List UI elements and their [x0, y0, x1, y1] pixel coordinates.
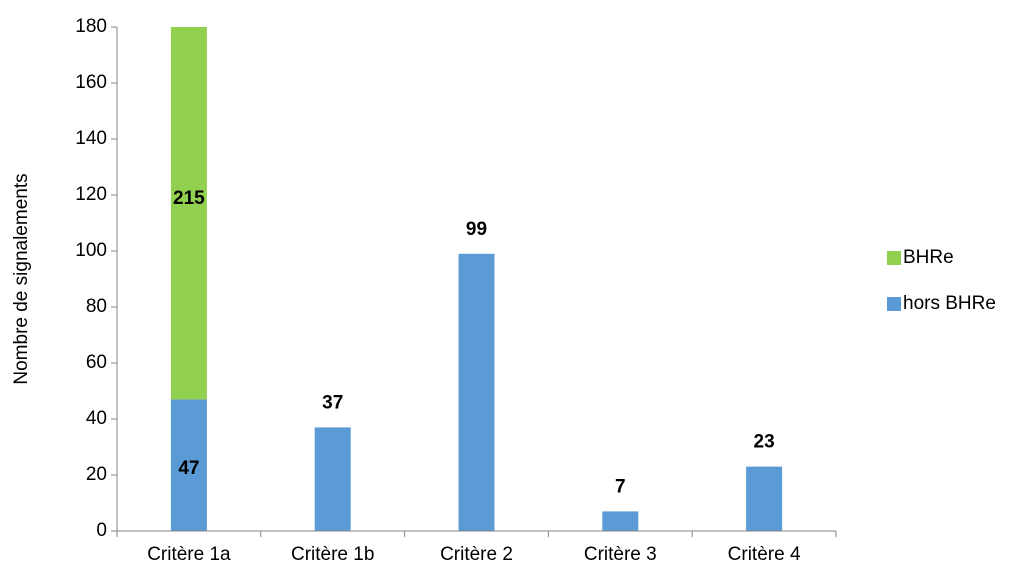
- legend-swatch: [887, 297, 901, 311]
- bar-segment: [602, 511, 639, 531]
- plot-area: [170, 27, 783, 531]
- x-tick-label: Critère 3: [584, 544, 657, 565]
- y-tick-label: 0: [96, 520, 107, 541]
- y-tick-label: 100: [75, 240, 107, 261]
- bar-segment: [458, 253, 495, 531]
- data-label: 7: [615, 476, 626, 497]
- legend-label: hors BHRe: [903, 293, 996, 314]
- bar-segment: [314, 427, 351, 531]
- y-tick-label: 20: [86, 464, 107, 485]
- x-tick-label: Critère 1a: [147, 544, 231, 565]
- data-label: 47: [178, 458, 199, 479]
- y-axis-label: Nombre de signalements: [11, 173, 32, 384]
- y-tick-label: 180: [75, 16, 107, 37]
- y-tick-label: 40: [86, 408, 107, 429]
- y-tick-label: 80: [86, 296, 107, 317]
- y-tick-label: 160: [75, 72, 107, 93]
- y-tick-label: 140: [75, 128, 107, 149]
- x-tick-label: Critère 4: [728, 544, 801, 565]
- data-label: 23: [754, 432, 775, 453]
- legend-label: BHRe: [903, 247, 954, 268]
- data-label: 99: [466, 219, 487, 240]
- y-tick-label: 60: [86, 352, 107, 373]
- y-tick-label: 120: [75, 184, 107, 205]
- data-label: 215: [173, 188, 205, 209]
- x-tick-label: Critère 2: [440, 544, 513, 565]
- bar-segment: [170, 399, 207, 531]
- bar-segment: [170, 27, 207, 400]
- bar-segment: [746, 466, 783, 531]
- legend-swatch: [887, 251, 901, 265]
- x-tick-label: Critère 1b: [291, 544, 374, 565]
- data-label: 37: [322, 392, 343, 413]
